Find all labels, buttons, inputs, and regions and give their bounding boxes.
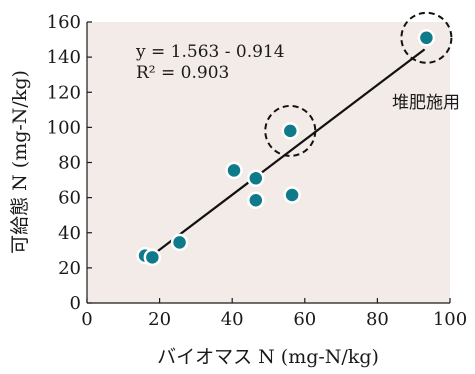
data-point: [247, 191, 265, 210]
data-point: [225, 161, 243, 180]
x-tick-label: 40: [221, 309, 244, 330]
data-points: [136, 29, 436, 267]
y-axis-ticks: 0 20 40 60 80 100 120 140 160: [47, 12, 92, 314]
y-tick-label: 100: [47, 117, 81, 138]
y-tick-label: 160: [47, 12, 81, 33]
r-squared-label: R² = 0.903: [136, 63, 229, 83]
data-point: [417, 29, 436, 47]
y-axis-label: 可給態 N (mg-N/kg): [9, 70, 31, 254]
y-tick-label: 140: [47, 47, 81, 68]
y-tick-label: 0: [70, 293, 81, 314]
regression-line: [148, 48, 426, 259]
highlight-circle: [400, 11, 453, 64]
data-point: [170, 233, 189, 252]
y-tick-label: 120: [47, 82, 81, 103]
highlight-circle: [264, 104, 317, 157]
x-axis-label: バイオマス N (mg-N/kg): [157, 346, 379, 368]
data-point: [143, 248, 162, 267]
y-tick-label: 80: [58, 153, 81, 174]
y-tick-label: 40: [58, 223, 81, 244]
x-tick-label: 80: [366, 309, 389, 330]
x-tick-label: 100: [433, 309, 467, 330]
data-point: [281, 122, 300, 140]
data-point: [247, 169, 265, 188]
y-tick-label: 20: [58, 258, 81, 279]
regression-equation: y = 1.563 - 0.914: [135, 42, 285, 62]
x-tick-label: 60: [293, 309, 316, 330]
x-tick-label: 20: [148, 309, 171, 330]
annotation-label: 堆肥施用: [392, 93, 460, 113]
data-point: [283, 186, 301, 204]
y-tick-label: 60: [58, 188, 81, 209]
x-tick-label: 0: [81, 309, 92, 330]
highlight-circles: [264, 11, 453, 157]
